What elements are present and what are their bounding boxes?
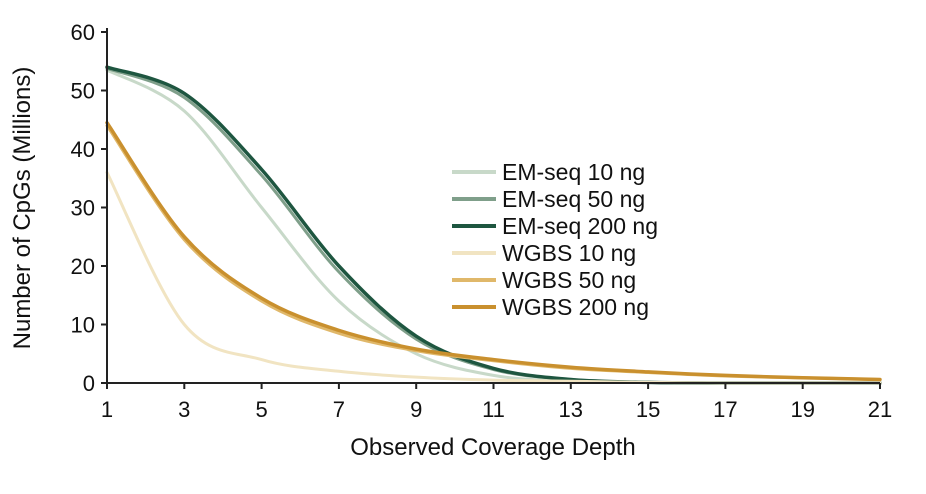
x-tick-label: 7 [333,397,345,422]
legend-label-em-seq-200-ng: EM-seq 200 ng [502,213,658,239]
y-tick-label: 30 [71,196,95,221]
y-axis-title: Number of CpGs (Millions) [9,67,36,350]
y-tick-label: 50 [71,79,95,104]
x-tick-label: 1 [101,397,113,422]
y-tick-label: 10 [71,313,95,338]
series-line-wgbs-200-ng [105,120,882,382]
y-tick-label: 20 [71,254,95,279]
legend-label-wgbs-200-ng: WGBS 200 ng [502,294,649,320]
x-tick-label: 3 [178,397,190,422]
x-tick-label: 15 [636,397,660,422]
x-tick-label: 5 [255,397,267,422]
legend-label-wgbs-50-ng: WGBS 50 ng [502,267,636,293]
legend-label-em-seq-50-ng: EM-seq 50 ng [502,186,645,212]
legend-label-em-seq-10-ng: EM-seq 10 ng [502,159,645,185]
axes [101,28,881,389]
y-tick-label: 0 [83,371,95,396]
series-line-wgbs-10-ng [105,170,882,385]
y-tick-label: 60 [71,20,95,45]
x-tick-label: 21 [868,397,892,422]
x-tick-label: 17 [713,397,737,422]
x-tick-label: 9 [410,397,422,422]
x-tick-label: 11 [482,397,505,422]
x-axis-title: Observed Coverage Depth [350,434,636,461]
x-tick-label: 13 [559,397,583,422]
y-tick-label: 40 [71,137,95,162]
x-tick-label: 19 [790,397,814,422]
legend-label-wgbs-10-ng: WGBS 10 ng [502,240,636,266]
